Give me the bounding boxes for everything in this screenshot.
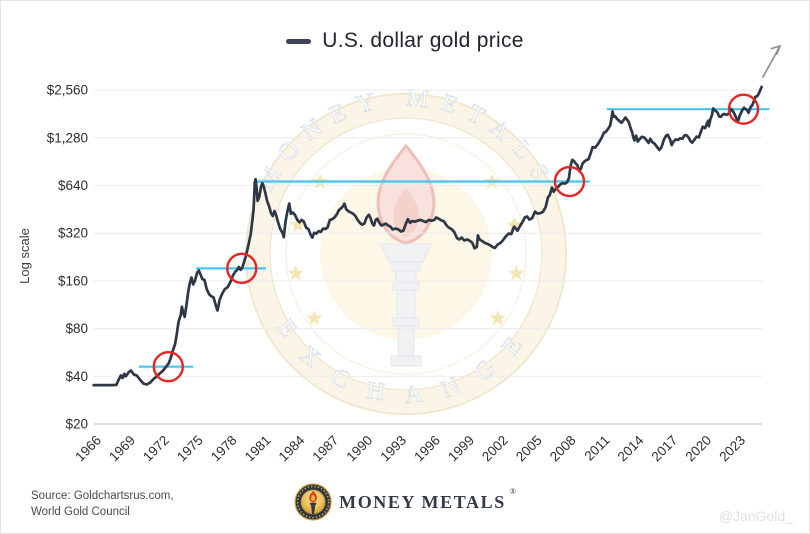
y-tick-label: $1,280: [47, 130, 88, 145]
author-handle: @JanGold_: [718, 508, 793, 524]
x-tick-label: 1981: [242, 433, 274, 465]
x-tick-label: 1990: [343, 433, 375, 465]
y-tick-label: $320: [58, 226, 88, 241]
chart-title: U.S. dollar gold price: [322, 29, 524, 52]
brand-wordmark: MONEY METALS: [339, 491, 506, 512]
y-tick-label: $20: [65, 417, 88, 432]
chart-header: U.S. dollar gold price: [1, 29, 809, 53]
legend-line-swatch: [286, 38, 312, 44]
breakout-arrow-icon: [762, 45, 781, 78]
price-line: [92, 85, 763, 387]
x-tick-label: 2008: [547, 433, 579, 465]
registered-mark: ®: [509, 487, 516, 496]
x-tick-label: 1996: [411, 433, 443, 465]
x-tick-label: 1987: [310, 433, 342, 465]
source-note: Source: Goldchartsrus.com, World Gold Co…: [31, 488, 174, 520]
y-axis-title: Log scale: [17, 228, 32, 284]
x-tick-label: 2005: [513, 433, 545, 465]
x-tick-label: 1969: [106, 433, 138, 465]
money-metals-brand: MONEY METALS ®: [294, 483, 516, 521]
x-tick-label: 1966: [72, 433, 104, 465]
x-tick-label: 1972: [140, 433, 172, 465]
y-tick-label: $40: [65, 369, 88, 384]
x-tick-label: 2002: [479, 433, 511, 465]
x-tick-label: 1975: [174, 433, 206, 465]
y-tick-label: $640: [58, 178, 88, 193]
x-tick-label: 2020: [682, 433, 714, 465]
x-tick-label: 2014: [615, 432, 647, 464]
money-metals-logo-icon: [294, 483, 332, 521]
x-tick-label: 2017: [649, 433, 681, 465]
x-tick-label: 2023: [716, 433, 748, 465]
source-line-2: World Gold Council: [31, 506, 130, 519]
source-line-1: Source: Goldchartsrus.com,: [31, 490, 174, 502]
y-tick-label: $160: [58, 273, 88, 288]
x-tick-label: 1999: [445, 433, 477, 465]
y-tick-label: $80: [65, 321, 88, 336]
breakout-circle: [727, 93, 760, 125]
x-tick-label: 1984: [276, 432, 308, 464]
x-tick-label: 1993: [377, 433, 409, 465]
breakout-circle: [152, 350, 185, 383]
x-tick-label: 2011: [581, 433, 612, 464]
x-tick-label: 1978: [208, 433, 240, 465]
y-tick-label: $2,560: [47, 83, 88, 98]
